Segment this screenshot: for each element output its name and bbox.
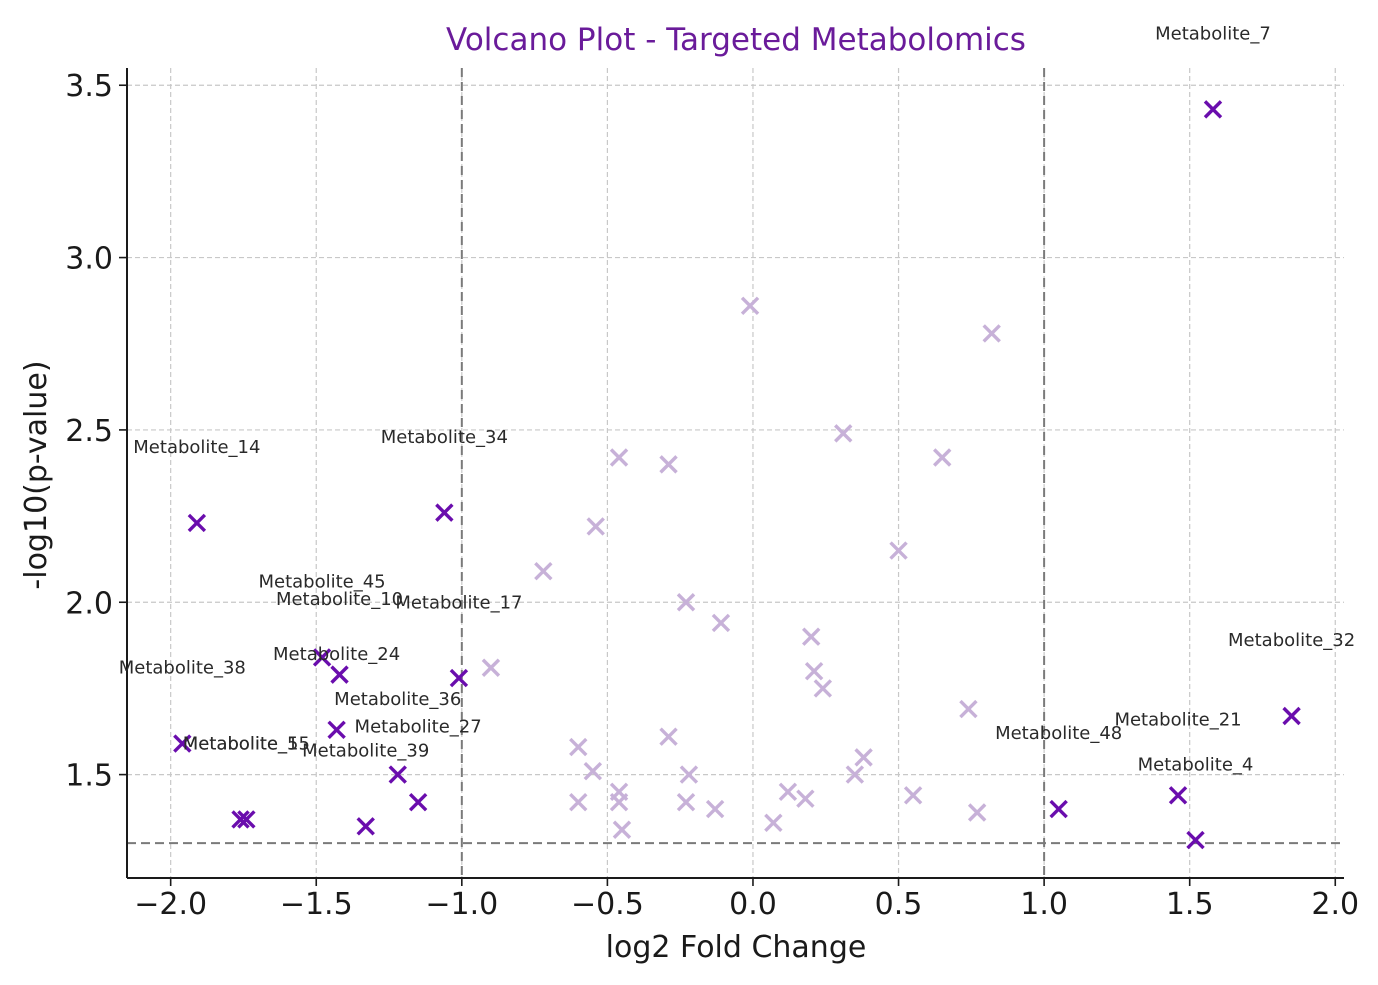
threshold-lines [127, 68, 1344, 878]
nonsignificant-point [834, 424, 853, 443]
x-tick-label: −1.0 [425, 887, 498, 922]
x-tick-label: 1.0 [1020, 887, 1068, 922]
nonsignificant-point [569, 737, 588, 757]
significant-point [1203, 100, 1223, 119]
point-label: Metabolite_17 [395, 592, 522, 613]
nonsignificant-point [778, 782, 798, 802]
x-tick-label: −2.0 [134, 887, 207, 922]
nonsignificant-point [609, 448, 629, 467]
nonsignificant-point [679, 765, 699, 784]
nonsignificant-point [959, 699, 978, 719]
significant-point [237, 810, 256, 829]
significant-point [449, 668, 469, 688]
significant-points [173, 100, 1301, 850]
nonsignificant-point [659, 727, 678, 746]
point-label: Metabolite_24 [273, 644, 400, 665]
significant-point [388, 765, 407, 784]
point-labels: Metabolite_7 Metabolite_14 Metabolite_34 Me… [119, 24, 1355, 776]
y-tick-label: 2.5 [65, 414, 113, 449]
significant-point [312, 648, 332, 667]
x-tick-label: 1.5 [1166, 887, 1214, 922]
y-tick-label: 2.0 [65, 586, 113, 621]
axes [126, 68, 1344, 879]
nonsignificant-point [534, 562, 553, 581]
point-label: Metabolite_38 [119, 658, 246, 679]
nonsignificant-point [659, 455, 678, 474]
nonsignificant-point [845, 765, 865, 784]
significant-point [408, 792, 428, 812]
point-label: Metabolite_7 [1155, 24, 1271, 45]
significant-point [1168, 786, 1188, 805]
point-label: Metabolite_36 [334, 689, 461, 710]
y-tick-label: 3.5 [65, 69, 113, 104]
point-label: Metabolite_45 [258, 572, 385, 593]
point-label: Metabolite_4 [1138, 754, 1254, 775]
point-label: Metabolite_14 [133, 437, 260, 458]
ticks: −2.0 −1.5 −1.0 −0.5 0.0 0.5 1.0 1.5 2.0 1.5 2.0 2.5… [65, 69, 1359, 922]
point-label: Metabolite_21 [1114, 709, 1241, 730]
nonsignificant-point [740, 296, 760, 316]
significant-point [231, 810, 250, 829]
nonsignificant-point [583, 761, 603, 781]
significant-point [435, 503, 454, 522]
y-axis-title: -log10(p-value) [19, 360, 54, 589]
significant-point [1049, 799, 1068, 819]
nonsignificant-point [967, 803, 987, 822]
nonsignificant-points [481, 296, 1001, 839]
point-label: Metabolite_32 [1228, 630, 1355, 651]
nonsignificant-point [764, 813, 783, 833]
chart-title: Volcano Plot - Targeted Metabolomics [446, 22, 1026, 58]
point-label: Metabolite_15 [183, 734, 310, 755]
significant-point [330, 665, 349, 684]
y-tick-label: 3.0 [65, 242, 113, 277]
x-tick-label: 2.0 [1311, 887, 1359, 922]
nonsignificant-point [804, 661, 824, 681]
x-tick-label: 0.0 [729, 887, 777, 922]
nonsignificant-point [813, 679, 833, 698]
significant-point [187, 513, 207, 533]
nonsignificant-point [889, 541, 908, 560]
significant-point [327, 720, 346, 739]
nonsignificant-point [982, 324, 1001, 343]
nonsignificant-point [586, 517, 605, 536]
nonsignificant-point [933, 448, 952, 467]
point-label: Metabolite_10 [276, 589, 403, 610]
nonsignificant-point [711, 613, 731, 633]
y-tick-label: 1.5 [65, 759, 113, 794]
nonsignificant-point [796, 789, 815, 808]
nonsignificant-point [676, 593, 696, 612]
x-tick-label: −1.5 [280, 887, 353, 922]
x-tick-label: −0.5 [571, 887, 644, 922]
point-label: Metabolite_39 [302, 740, 429, 761]
nonsignificant-point [854, 748, 873, 767]
point-label: Metabolite_27 [355, 716, 482, 737]
point-label: Metabolite_48 [995, 723, 1122, 744]
significant-point [1186, 830, 1205, 850]
point-label: Metabolite_34 [381, 427, 508, 448]
x-axis-title: log2 Fold Change [606, 930, 867, 965]
nonsignificant-point [609, 792, 629, 812]
nonsignificant-point [903, 786, 923, 805]
nonsignificant-point [481, 658, 501, 677]
nonsignificant-point [676, 792, 696, 812]
nonsignificant-point [801, 627, 821, 646]
point-label: Metabolite_5 [183, 734, 299, 755]
significant-point [1282, 706, 1301, 726]
nonsignificant-point [612, 820, 632, 839]
significant-point [173, 734, 192, 753]
significant-point [356, 817, 375, 836]
x-tick-label: 0.5 [875, 887, 923, 922]
nonsignificant-point [705, 799, 725, 819]
nonsignificant-point [569, 792, 588, 812]
